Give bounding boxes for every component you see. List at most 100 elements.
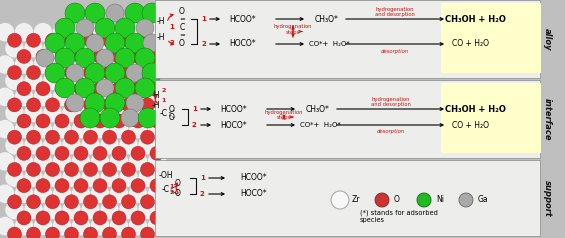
Circle shape xyxy=(5,39,24,58)
Circle shape xyxy=(128,120,147,139)
Circle shape xyxy=(74,211,88,225)
Circle shape xyxy=(100,108,120,128)
Circle shape xyxy=(110,23,128,42)
Text: -OH: -OH xyxy=(159,172,173,180)
Circle shape xyxy=(62,71,81,90)
Circle shape xyxy=(81,200,100,219)
Circle shape xyxy=(131,82,145,96)
Circle shape xyxy=(110,120,128,139)
Circle shape xyxy=(147,23,167,42)
Circle shape xyxy=(43,39,62,58)
Circle shape xyxy=(147,152,167,171)
Circle shape xyxy=(119,71,138,90)
Circle shape xyxy=(93,114,107,128)
Circle shape xyxy=(93,50,107,63)
Circle shape xyxy=(43,104,62,122)
Circle shape xyxy=(84,33,98,47)
Circle shape xyxy=(331,191,349,209)
Circle shape xyxy=(65,33,85,53)
Circle shape xyxy=(131,50,145,63)
Circle shape xyxy=(138,168,157,187)
Text: CO*+  H₂O*: CO*+ H₂O* xyxy=(299,122,340,128)
Circle shape xyxy=(15,152,33,171)
Circle shape xyxy=(150,114,164,128)
Circle shape xyxy=(121,130,136,144)
Circle shape xyxy=(150,211,164,225)
Circle shape xyxy=(65,3,85,23)
Circle shape xyxy=(84,66,98,79)
Circle shape xyxy=(36,179,50,193)
Circle shape xyxy=(128,217,147,235)
Text: O: O xyxy=(179,6,185,15)
Circle shape xyxy=(112,82,126,96)
Circle shape xyxy=(81,168,100,187)
Circle shape xyxy=(90,217,110,235)
Circle shape xyxy=(105,33,125,53)
Text: 2: 2 xyxy=(201,41,206,47)
Circle shape xyxy=(81,39,100,58)
Circle shape xyxy=(0,55,15,74)
Circle shape xyxy=(102,227,116,238)
Circle shape xyxy=(135,78,155,98)
Circle shape xyxy=(72,55,90,74)
Circle shape xyxy=(15,217,33,235)
Text: -H: -H xyxy=(157,33,165,41)
Circle shape xyxy=(5,104,24,122)
Circle shape xyxy=(85,3,105,23)
Circle shape xyxy=(72,87,90,106)
Circle shape xyxy=(100,200,119,219)
Circle shape xyxy=(102,98,116,112)
Circle shape xyxy=(100,104,119,122)
Text: hydrogenation
steps: hydrogenation steps xyxy=(265,110,303,120)
Circle shape xyxy=(119,200,138,219)
Circle shape xyxy=(93,179,107,193)
Circle shape xyxy=(147,120,167,139)
Circle shape xyxy=(46,195,59,209)
Circle shape xyxy=(90,152,110,171)
Circle shape xyxy=(121,98,136,112)
FancyBboxPatch shape xyxy=(155,0,540,78)
Circle shape xyxy=(55,211,69,225)
Text: O: O xyxy=(175,179,181,188)
Circle shape xyxy=(76,19,94,37)
Circle shape xyxy=(95,18,115,38)
Circle shape xyxy=(100,136,119,155)
Circle shape xyxy=(147,55,167,74)
Text: alloy: alloy xyxy=(542,28,551,50)
Circle shape xyxy=(46,33,59,47)
Circle shape xyxy=(110,184,128,203)
Circle shape xyxy=(74,50,88,63)
Circle shape xyxy=(0,120,15,139)
FancyBboxPatch shape xyxy=(441,3,541,73)
Circle shape xyxy=(17,146,31,160)
Circle shape xyxy=(24,168,43,187)
Circle shape xyxy=(96,79,114,97)
Circle shape xyxy=(84,227,98,238)
Circle shape xyxy=(90,87,110,106)
Circle shape xyxy=(72,120,90,139)
Circle shape xyxy=(141,195,154,209)
Text: O: O xyxy=(175,189,181,198)
Text: O: O xyxy=(169,114,175,123)
Circle shape xyxy=(55,146,69,160)
Circle shape xyxy=(15,23,33,42)
Circle shape xyxy=(0,184,15,203)
Circle shape xyxy=(147,184,167,203)
Circle shape xyxy=(46,227,59,238)
Text: HOCO*: HOCO* xyxy=(221,120,247,129)
Circle shape xyxy=(125,33,145,53)
Text: Zr: Zr xyxy=(352,195,360,204)
Text: -C: -C xyxy=(162,185,170,194)
Circle shape xyxy=(102,195,116,209)
Text: CH₃O*: CH₃O* xyxy=(306,104,330,114)
Circle shape xyxy=(138,39,157,58)
Circle shape xyxy=(72,152,90,171)
Circle shape xyxy=(93,211,107,225)
Circle shape xyxy=(102,66,116,79)
Circle shape xyxy=(66,64,84,82)
Circle shape xyxy=(105,63,125,83)
Circle shape xyxy=(74,179,88,193)
Text: HCOO*: HCOO* xyxy=(230,15,257,24)
Circle shape xyxy=(143,34,161,52)
Circle shape xyxy=(84,98,98,112)
